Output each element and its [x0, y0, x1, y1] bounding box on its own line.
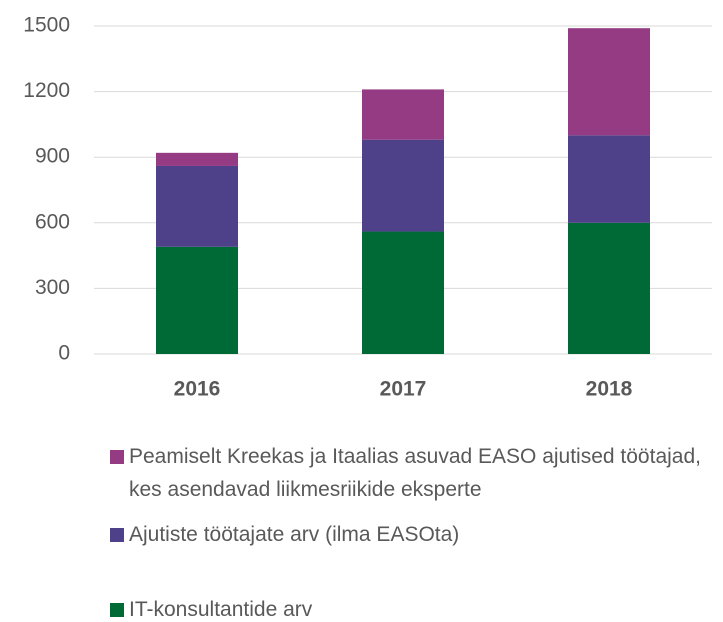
bar-segment: [568, 222, 650, 354]
x-tick-label: 2017: [380, 378, 427, 401]
bar-segment: [568, 135, 650, 223]
y-tick-label: 1200: [23, 79, 70, 102]
bar-segment: [568, 28, 650, 136]
legend-label: Ajutiste töötajate arv (ilma EASOta): [129, 523, 460, 546]
bar-segment: [156, 246, 238, 354]
x-tick-label: 2016: [174, 378, 221, 401]
legend-swatch: [110, 603, 124, 617]
y-tick-label: 0: [58, 342, 70, 365]
y-tick-label: 600: [35, 210, 70, 233]
legend-swatch: [110, 450, 124, 464]
legend-label: Peamiselt Kreekas ja Itaalias asuvad EAS…: [129, 445, 701, 501]
y-tick-label: 900: [35, 145, 70, 168]
bar-segment: [156, 165, 238, 247]
bar-segment: [362, 89, 444, 140]
plot-area: 0 300 600 900 1200 1500 2016 2017 2018: [23, 14, 712, 401]
bar-segment: [362, 231, 444, 354]
legend-item: IT-konsultantide arv: [110, 593, 718, 622]
x-tick-label: 2018: [586, 378, 633, 401]
legend-swatch: [110, 528, 124, 542]
y-tick-label: 1500: [23, 14, 70, 37]
legend-label: IT-konsultantide arv: [129, 598, 313, 621]
y-tick-label: 300: [35, 276, 70, 299]
legend-item: Peamiselt Kreekas ja Itaalias asuvad EAS…: [110, 440, 718, 506]
legend-item: Ajutiste töötajate arv (ilma EASOta): [110, 518, 718, 551]
bar-segment: [156, 152, 238, 166]
bar-segment: [362, 139, 444, 232]
